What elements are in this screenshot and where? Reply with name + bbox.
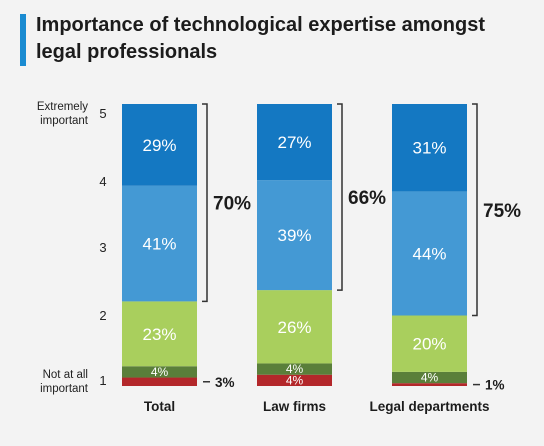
bar-value-label: 39% — [277, 226, 311, 245]
top-two-total-label: 70% — [213, 194, 251, 215]
top-two-total-label: 66% — [348, 188, 386, 209]
bar-segment — [392, 104, 467, 192]
bar-segment — [257, 363, 332, 375]
y-tick-label: 1 — [99, 373, 106, 388]
bar-segment — [257, 180, 332, 291]
bar-value-label: 4% — [151, 365, 169, 379]
bar-segment — [392, 383, 467, 386]
bar-value-label: 20% — [412, 335, 446, 354]
y-tick-label: 2 — [99, 308, 106, 323]
category-label: Law firms — [263, 399, 326, 414]
bar-segment — [392, 371, 467, 384]
top-two-total-label: 75% — [483, 201, 521, 222]
bar-segment — [122, 301, 197, 367]
bar-value-label: 41% — [142, 235, 176, 254]
bar-segment — [392, 191, 467, 316]
side-note-label: 1% — [485, 378, 505, 393]
side-note-label: 3% — [215, 375, 235, 390]
bar-segment — [257, 290, 332, 364]
bar-segment — [122, 185, 197, 302]
category-label: Total — [144, 399, 175, 414]
title-accent-bar — [20, 14, 26, 66]
bar-value-label: 4% — [286, 373, 304, 387]
bar-value-label: 27% — [277, 133, 311, 152]
y-tick-label: 5 — [99, 106, 106, 121]
bar-segment — [257, 104, 332, 181]
bar-segment — [122, 366, 197, 378]
bar-value-label: 4% — [421, 371, 439, 385]
top-two-bracket — [202, 103, 208, 303]
bar-value-label: 23% — [142, 325, 176, 344]
top-two-bracket — [337, 103, 343, 291]
bar-segment — [122, 104, 197, 186]
bar-value-label: 4% — [286, 362, 304, 376]
bar-value-label: 29% — [142, 136, 176, 155]
bar-value-label: 44% — [412, 244, 446, 263]
bar-value-label: 31% — [412, 139, 446, 158]
category-label: Legal departments — [369, 399, 489, 414]
top-two-bracket — [472, 103, 478, 317]
bar-segment — [257, 374, 332, 386]
y-axis-bottom-label: Not at all important — [40, 369, 89, 395]
y-axis-top-label: Extremely important — [37, 101, 89, 127]
bar-value-label: 26% — [277, 318, 311, 337]
y-tick-label: 3 — [99, 240, 106, 255]
bar-segment — [122, 377, 197, 386]
chart-title: Importance of technological expertise am… — [36, 14, 485, 63]
bar-segment — [392, 315, 467, 372]
y-tick-label: 4 — [99, 174, 106, 189]
